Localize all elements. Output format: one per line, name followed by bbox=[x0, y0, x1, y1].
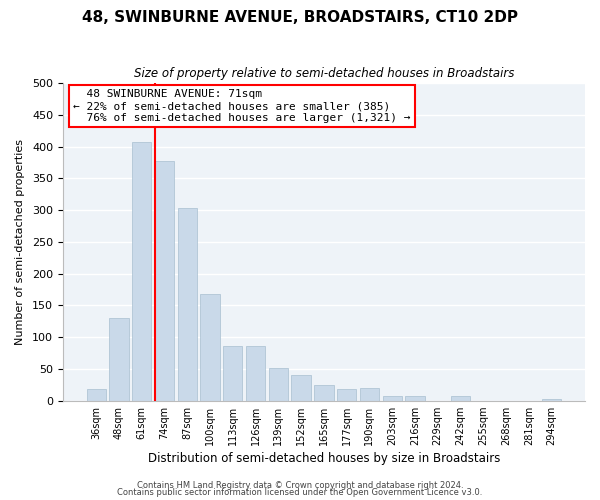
Bar bbox=[360, 388, 379, 400]
Bar bbox=[269, 368, 288, 400]
Bar bbox=[223, 346, 242, 401]
Bar bbox=[292, 374, 311, 400]
X-axis label: Distribution of semi-detached houses by size in Broadstairs: Distribution of semi-detached houses by … bbox=[148, 452, 500, 465]
Y-axis label: Number of semi-detached properties: Number of semi-detached properties bbox=[15, 139, 25, 345]
Bar bbox=[246, 346, 265, 401]
Bar bbox=[132, 142, 151, 400]
Bar bbox=[405, 396, 425, 400]
Title: Size of property relative to semi-detached houses in Broadstairs: Size of property relative to semi-detach… bbox=[134, 68, 514, 80]
Text: Contains public sector information licensed under the Open Government Licence v3: Contains public sector information licen… bbox=[118, 488, 482, 497]
Bar bbox=[178, 208, 197, 400]
Text: Contains HM Land Registry data © Crown copyright and database right 2024.: Contains HM Land Registry data © Crown c… bbox=[137, 480, 463, 490]
Text: 48 SWINBURNE AVENUE: 71sqm
← 22% of semi-detached houses are smaller (385)
  76%: 48 SWINBURNE AVENUE: 71sqm ← 22% of semi… bbox=[73, 90, 411, 122]
Bar bbox=[383, 396, 402, 400]
Bar bbox=[337, 390, 356, 400]
Text: 48, SWINBURNE AVENUE, BROADSTAIRS, CT10 2DP: 48, SWINBURNE AVENUE, BROADSTAIRS, CT10 … bbox=[82, 10, 518, 25]
Bar bbox=[109, 318, 128, 400]
Bar bbox=[200, 294, 220, 401]
Bar bbox=[155, 160, 174, 400]
Bar bbox=[86, 390, 106, 400]
Bar bbox=[314, 385, 334, 400]
Bar bbox=[451, 396, 470, 400]
